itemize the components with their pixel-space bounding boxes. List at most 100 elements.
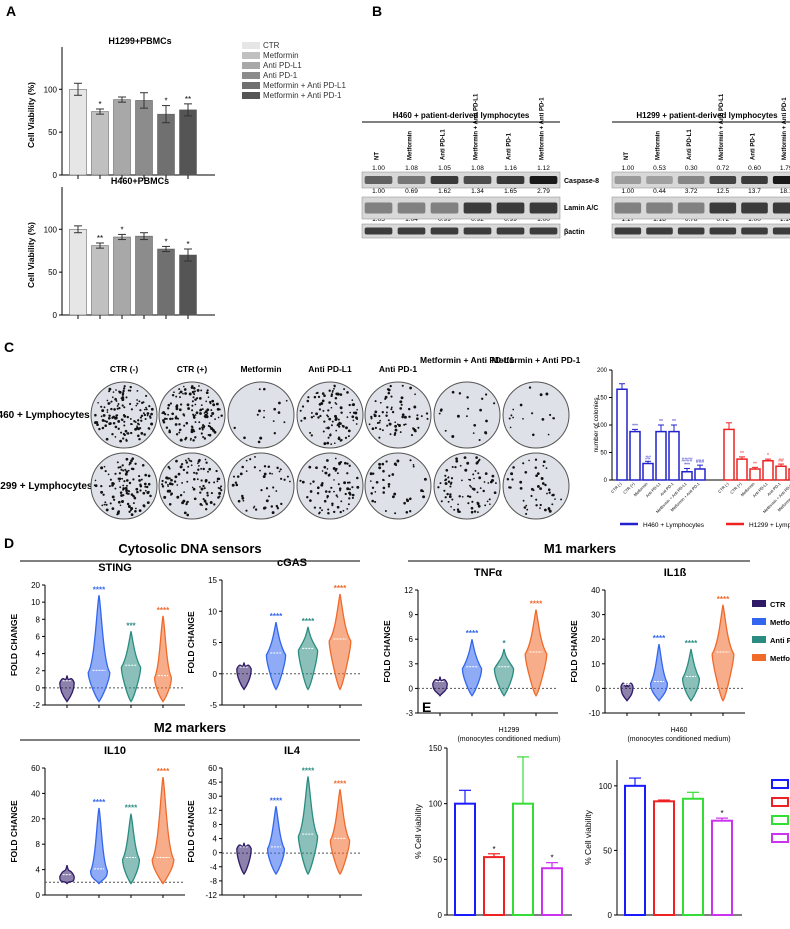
colony (245, 459, 248, 462)
colony (136, 490, 139, 494)
colony (273, 432, 276, 435)
y-tick-label: 200 (597, 368, 608, 374)
colony (163, 495, 167, 499)
colony (259, 436, 263, 440)
colony (234, 481, 238, 484)
significance-label: ** (740, 451, 744, 457)
colony (378, 436, 381, 439)
colony (327, 409, 330, 412)
colony (544, 508, 547, 512)
bar (653, 800, 675, 916)
colony (319, 506, 322, 509)
colony (386, 424, 389, 427)
colony (335, 467, 338, 471)
colony (171, 412, 175, 416)
colony (334, 457, 337, 460)
colony (276, 507, 280, 510)
violin (329, 789, 351, 876)
colony (491, 479, 494, 482)
colony (470, 486, 472, 488)
colony (191, 409, 194, 412)
colony (114, 416, 118, 420)
lane-label: Metformin + Anti PD-L1 (474, 93, 480, 160)
significance-label: **** (270, 796, 283, 805)
colony (119, 504, 122, 507)
colony (403, 415, 407, 419)
colony (413, 405, 417, 409)
colony (478, 438, 481, 442)
y-tick-label: -8 (210, 877, 218, 886)
band (397, 227, 426, 235)
colony (335, 403, 338, 405)
panel-letter-e: E (422, 699, 431, 715)
colony (511, 478, 514, 481)
significance-label: * (98, 100, 101, 109)
colony (124, 468, 127, 471)
y-tick-label: 0 (596, 684, 601, 693)
colony (474, 469, 477, 472)
colony (127, 469, 130, 472)
colony (142, 401, 145, 404)
colony (124, 429, 128, 433)
colony (426, 417, 429, 420)
colony (180, 462, 184, 466)
colony (110, 400, 113, 403)
colony (171, 393, 175, 397)
colony (111, 495, 115, 499)
colony (276, 466, 279, 470)
colony (164, 481, 168, 484)
colony (277, 411, 281, 414)
colony (409, 510, 412, 513)
y-axis-label: % Cell viability (583, 809, 593, 865)
band (364, 227, 393, 235)
colony (122, 494, 125, 497)
band (677, 202, 705, 214)
colony (97, 401, 99, 404)
colony (179, 403, 183, 406)
colony (209, 400, 212, 404)
top-quant: 0.72 (717, 165, 730, 172)
band (772, 227, 790, 235)
y-tick-label: 12 (208, 806, 217, 815)
colony (399, 407, 403, 410)
colony-dish (502, 381, 570, 449)
colony (536, 484, 540, 488)
colony (388, 474, 391, 477)
band (430, 227, 459, 235)
colony (116, 404, 119, 407)
colony (445, 468, 449, 472)
colony (106, 409, 109, 411)
column-label: Anti PD-L1 (308, 364, 352, 374)
colony (325, 427, 328, 429)
colony (109, 478, 112, 481)
colony (318, 512, 321, 515)
colony (476, 502, 480, 506)
colony (103, 465, 106, 468)
colony (199, 408, 203, 412)
colony (201, 426, 204, 429)
colony (207, 470, 209, 473)
colony (193, 393, 196, 396)
colony (193, 478, 196, 481)
colony (381, 429, 384, 432)
violin (649, 643, 669, 702)
lane-label: Anti PD-L1 (441, 129, 447, 160)
colony (196, 388, 200, 392)
colony (108, 414, 111, 417)
colony (168, 482, 172, 486)
colony (117, 427, 120, 430)
colony (338, 463, 341, 466)
colony (106, 411, 109, 413)
colony (144, 473, 148, 477)
column-label: CTR (+) (177, 364, 208, 374)
colony (210, 414, 213, 418)
colony (178, 428, 182, 432)
panel-d-violins: Cytosolic DNA sensors M1 markers M2 marker… (9, 541, 790, 900)
colony (535, 504, 538, 507)
bar (512, 802, 534, 917)
colony (199, 412, 202, 415)
colony (328, 401, 331, 404)
y-tick-label: 0 (604, 478, 608, 484)
colony (129, 389, 132, 392)
colony (396, 423, 399, 426)
